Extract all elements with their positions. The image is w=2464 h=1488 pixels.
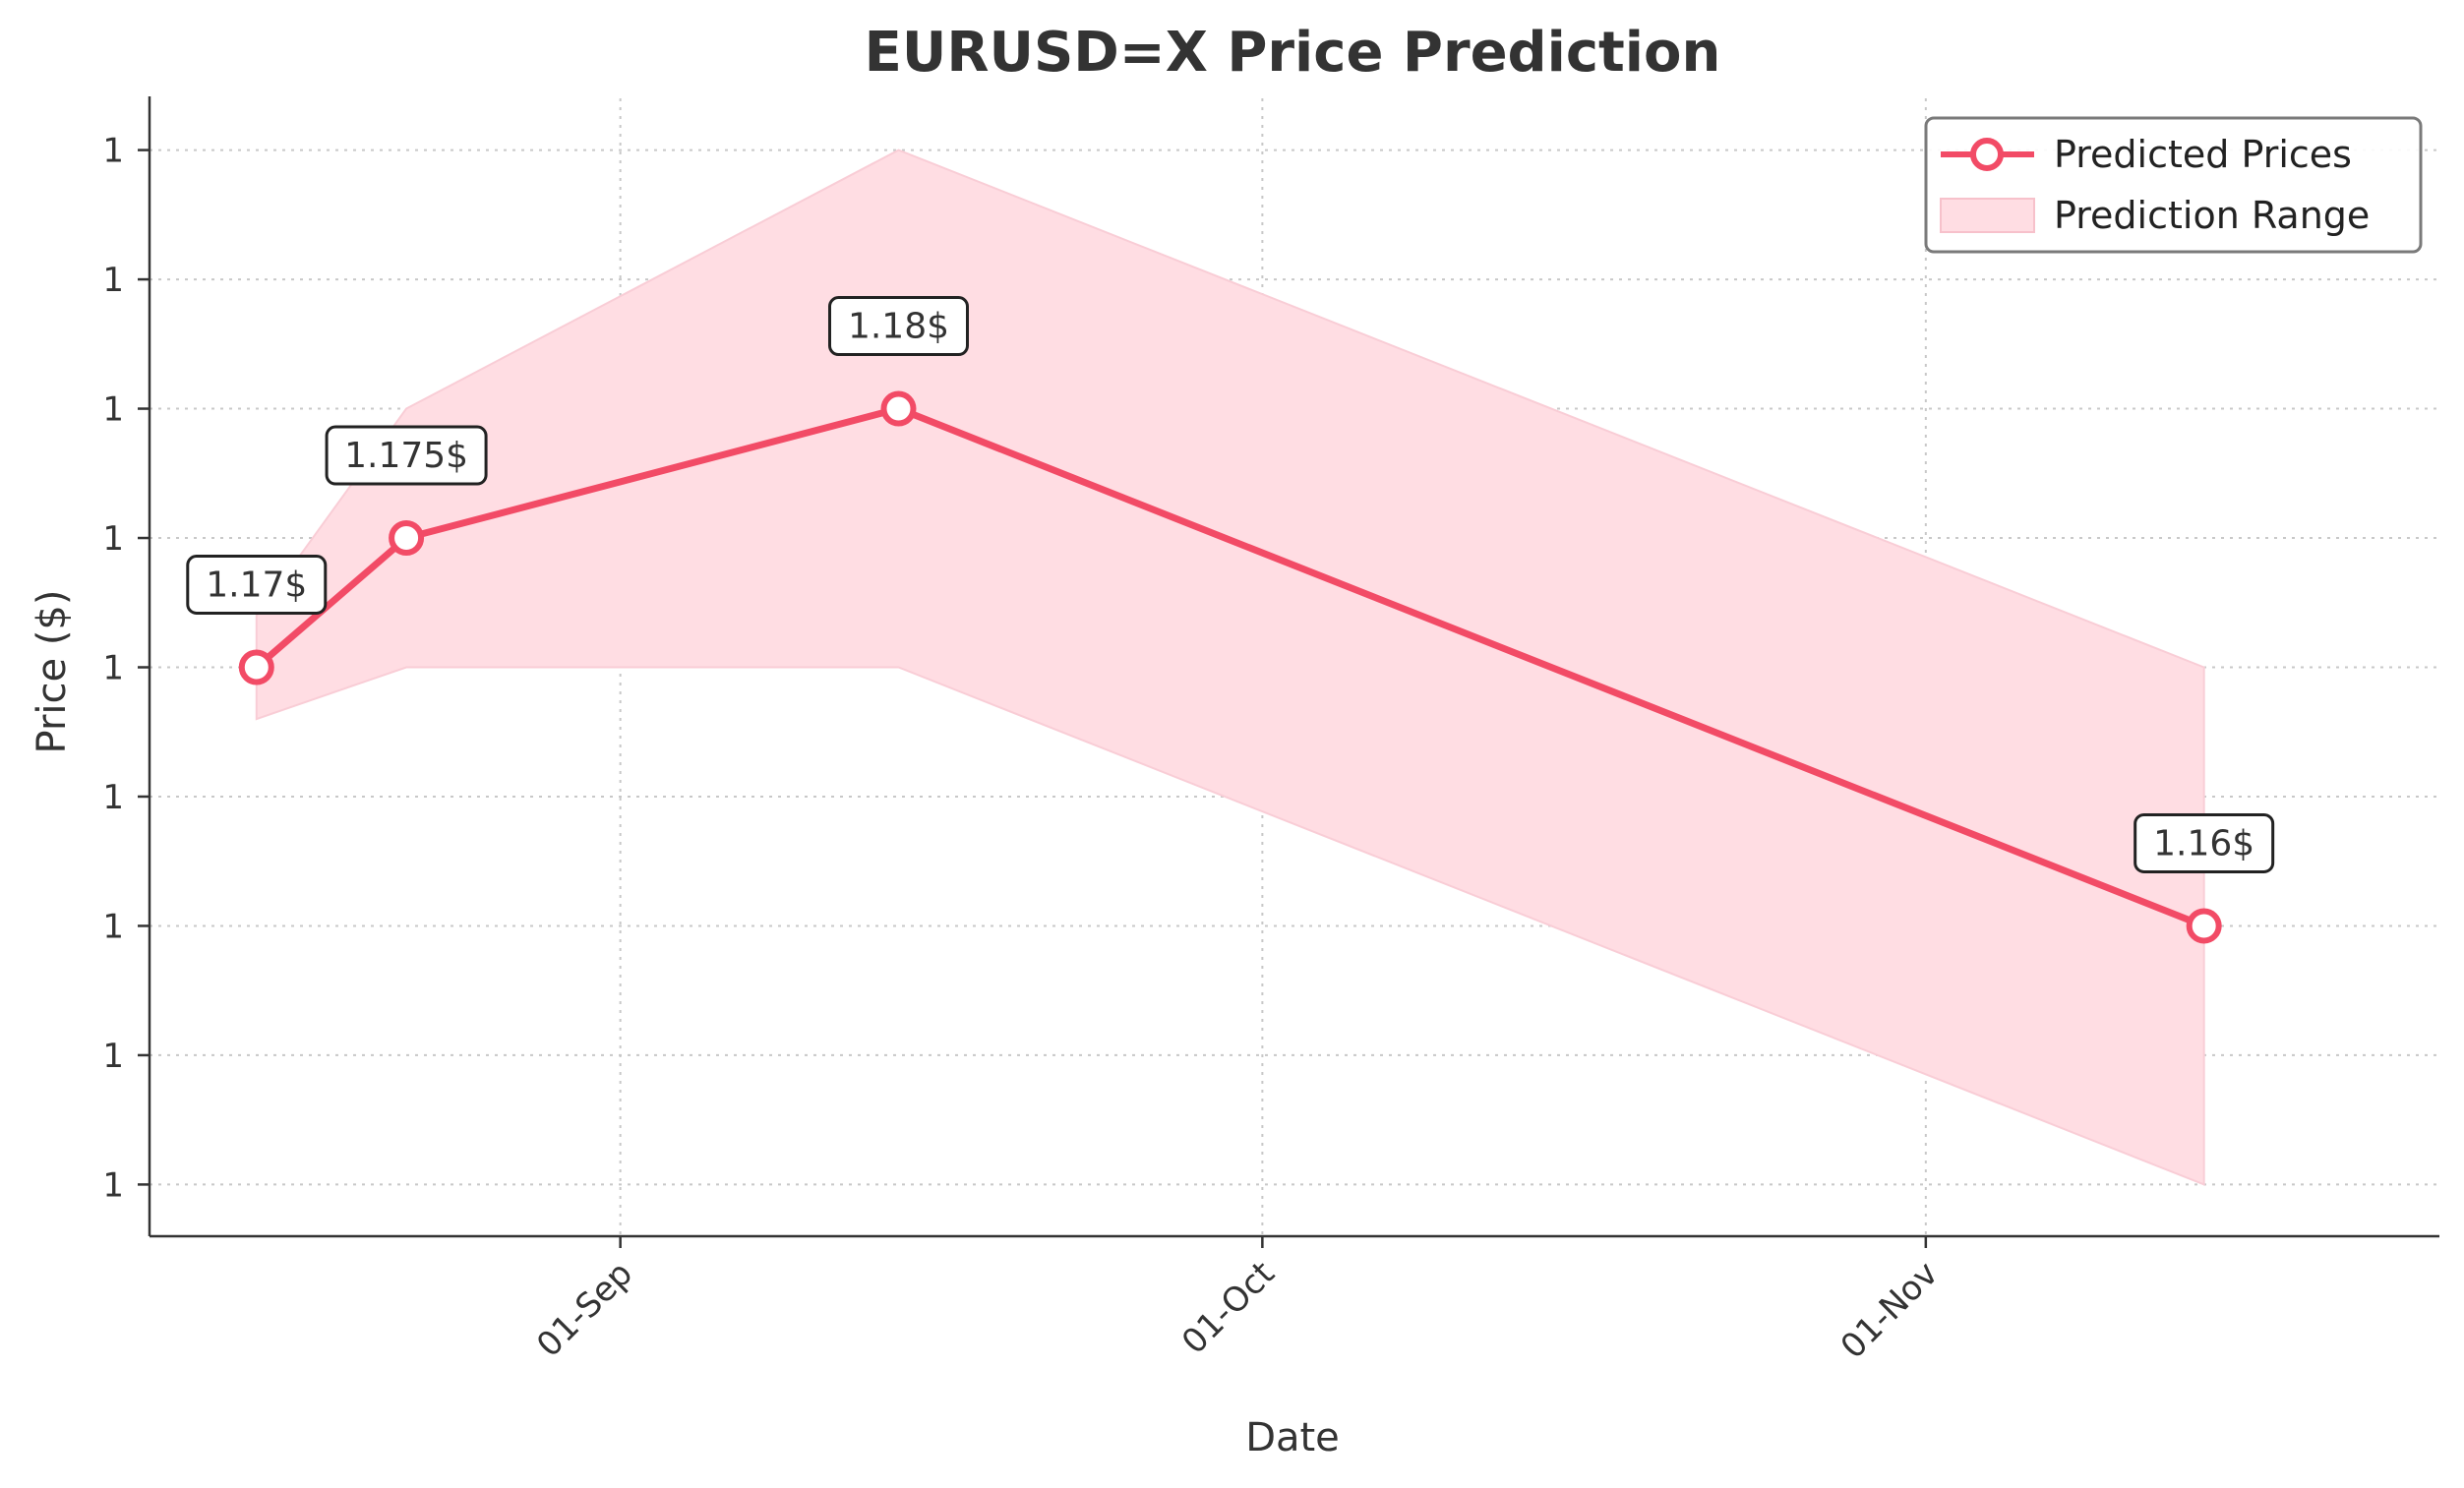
data-label-box bbox=[186, 555, 328, 615]
predicted-prices-layer bbox=[238, 390, 2222, 944]
legend-range-swatch bbox=[1940, 198, 2035, 233]
legend-label-predicted-prices: Predicted Prices bbox=[2054, 133, 2352, 176]
y-tick-label: 1 bbox=[102, 390, 124, 430]
y-tick-label: 1 bbox=[102, 1037, 124, 1076]
data-label: 1.18$ bbox=[848, 307, 949, 347]
data-label-box bbox=[2133, 812, 2275, 873]
legend: Predicted Prices Prediction Range bbox=[1924, 116, 2423, 254]
legend-box bbox=[1924, 116, 2423, 254]
predicted-prices-line bbox=[254, 405, 2205, 929]
y-axis-label: Price ($) bbox=[30, 590, 75, 754]
data-labels-layer: 1.17$ 1.175$ 1.18$ 1.16$ bbox=[186, 296, 2275, 873]
data-label: 1.175$ bbox=[344, 436, 468, 476]
x-tick-label: 01-Nov bbox=[1833, 1254, 1946, 1366]
data-label: 1.16$ bbox=[2153, 823, 2254, 863]
y-tick-label: 1 bbox=[102, 1165, 124, 1205]
y-tick-label: 1 bbox=[102, 907, 124, 946]
y-tick-label: 1 bbox=[102, 778, 124, 817]
data-label-box bbox=[325, 425, 488, 486]
x-axis-label: Date bbox=[1245, 1415, 1340, 1460]
y-tick-label: 1 bbox=[102, 649, 124, 688]
prediction-range-layer bbox=[255, 149, 2205, 1186]
data-point bbox=[880, 390, 917, 427]
x-tick-label: 01-Sep bbox=[529, 1254, 640, 1365]
chart-title: EURUSD=X Price Prediction bbox=[865, 21, 1721, 85]
y-tick-label: 1 bbox=[102, 261, 124, 300]
data-point bbox=[238, 649, 274, 685]
legend-label-prediction-range: Prediction Range bbox=[2054, 194, 2370, 237]
data-point bbox=[2186, 908, 2222, 944]
legend-marker-swatch bbox=[1970, 138, 2004, 171]
data-point bbox=[389, 520, 425, 557]
prediction-range-band bbox=[255, 149, 2205, 1186]
y-tick-label: 1 bbox=[102, 519, 124, 559]
x-tick-label: 01-Oct bbox=[1174, 1254, 1283, 1362]
data-label-box bbox=[827, 296, 969, 357]
data-label: 1.17$ bbox=[206, 565, 307, 606]
y-tick-label: 1 bbox=[102, 132, 124, 171]
